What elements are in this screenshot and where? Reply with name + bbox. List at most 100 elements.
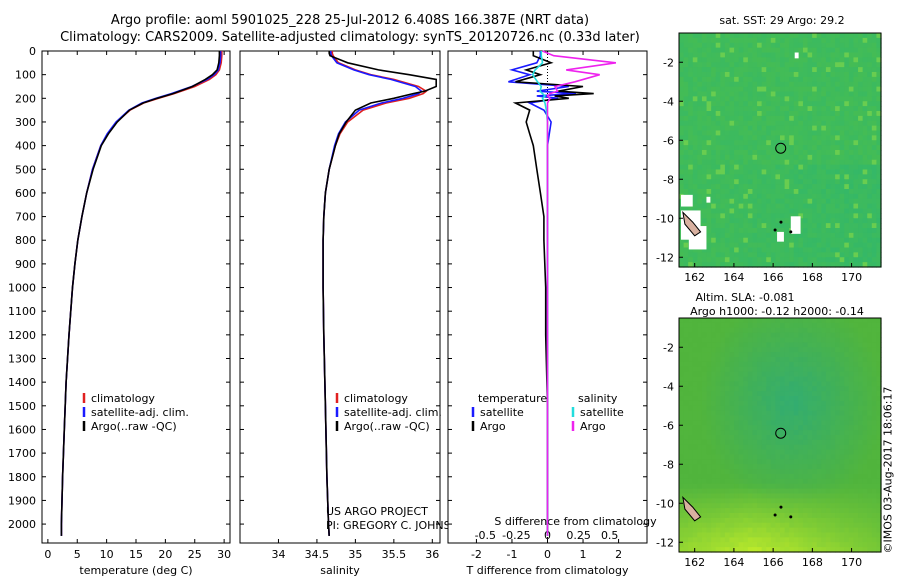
heatmap-cell (743, 474, 749, 480)
heatmap-cell (793, 503, 799, 509)
heatmap-cell (761, 322, 767, 329)
heatmap-cell (724, 400, 731, 407)
heatmap-cell (692, 86, 698, 93)
heatmap-cell (816, 410, 822, 417)
heatmap-cell (734, 111, 740, 117)
heatmap-cell (747, 242, 754, 249)
heatmap-cell (830, 257, 836, 263)
heatmap-cell (789, 96, 795, 102)
heatmap-cell (835, 449, 841, 456)
heatmap-cell (798, 342, 804, 348)
heatmap-cell (816, 96, 822, 102)
heatmap-cell (683, 400, 689, 407)
heatmap-cell (743, 318, 749, 324)
heatmap-cell (830, 101, 836, 107)
island-dot (773, 228, 777, 232)
heatmap-cell (720, 130, 726, 136)
heatmap-cell (876, 454, 882, 460)
heatmap-cell (688, 322, 694, 329)
heatmap-cell (825, 454, 832, 460)
heatmap-cell (876, 115, 882, 122)
heatmap-cell (724, 357, 731, 363)
heatmap-cell (724, 425, 731, 431)
heatmap-cell (793, 232, 799, 239)
heatmap-cell (839, 47, 845, 54)
heatmap-cell (775, 101, 781, 107)
heatmap-cell (784, 184, 790, 190)
heatmap-cell (816, 47, 822, 54)
heatmap-cell (688, 154, 694, 161)
heatmap-cell (775, 47, 781, 54)
heatmap-cell (761, 508, 767, 514)
heatmap-cell (853, 252, 859, 258)
heatmap-cell (821, 425, 827, 431)
heatmap-cell (798, 410, 804, 417)
heatmap-cell (853, 547, 859, 553)
heatmap-cell (747, 483, 754, 490)
heatmap-cell (747, 454, 754, 460)
heatmap-cell (711, 405, 717, 412)
heatmap-cell (876, 174, 882, 180)
heatmap-cell (711, 145, 717, 151)
heatmap-cell (766, 115, 772, 122)
heatmap-cell (793, 444, 799, 451)
heatmap-cell (858, 213, 864, 219)
heatmap-cell (876, 327, 882, 334)
x-tick-label: 35 (348, 548, 362, 561)
heatmap-cell (793, 469, 799, 475)
heatmap-cell (876, 57, 882, 63)
heatmap-cell (835, 252, 841, 258)
heatmap-cell (738, 247, 744, 253)
heatmap-cell (858, 154, 864, 161)
heatmap-cell (858, 184, 864, 190)
heatmap-cell (862, 96, 868, 102)
heatmap-cell (867, 444, 873, 451)
heatmap-cell (766, 52, 772, 58)
heatmap-cell (821, 376, 827, 382)
heatmap-cell (807, 247, 813, 253)
heatmap-cell (816, 262, 822, 268)
heatmap-cell (724, 376, 731, 382)
heatmap-cell (747, 527, 754, 534)
heatmap-cell (784, 247, 790, 253)
heatmap-cell (729, 81, 735, 88)
heatmap-cell (729, 174, 735, 180)
heatmap-cell (853, 125, 859, 132)
heatmap-cell (752, 67, 758, 73)
heatmap-cell (679, 420, 685, 426)
heatmap-cell (770, 478, 777, 485)
heatmap-cell (729, 517, 735, 524)
heatmap-cell (802, 193, 809, 200)
heatmap-cell (821, 386, 827, 392)
heatmap-cell (821, 513, 827, 519)
heatmap-cell (871, 135, 878, 141)
heatmap-cell (761, 159, 767, 166)
heatmap-cell (848, 67, 855, 73)
heatmap-cell (775, 169, 781, 175)
heatmap-cell (724, 47, 731, 54)
heatmap-cell (867, 391, 873, 397)
heatmap-cell (706, 357, 712, 363)
heatmap-cell (862, 106, 868, 112)
heatmap-cell (734, 174, 740, 180)
heatmap-cell (821, 342, 827, 348)
heatmap-cell (844, 150, 850, 156)
heatmap-cell (807, 435, 813, 441)
heatmap-cell (807, 184, 813, 190)
heatmap-cell (747, 135, 754, 141)
heatmap-cell (876, 111, 882, 117)
heatmap-cell (784, 33, 790, 39)
heatmap-cell (812, 513, 818, 519)
heatmap-cell (867, 189, 873, 195)
heatmap-cell (692, 111, 698, 117)
heatmap-cell (848, 184, 855, 190)
heatmap-cell (757, 203, 763, 210)
heatmap-cell (766, 517, 772, 524)
heatmap-cell (793, 159, 799, 166)
heatmap-cell (715, 532, 721, 538)
heatmap-cell (830, 493, 836, 499)
heatmap-cell (761, 96, 767, 102)
heatmap-cell (812, 454, 818, 460)
heatmap-cell (862, 444, 868, 451)
heatmap-cell (798, 425, 804, 431)
